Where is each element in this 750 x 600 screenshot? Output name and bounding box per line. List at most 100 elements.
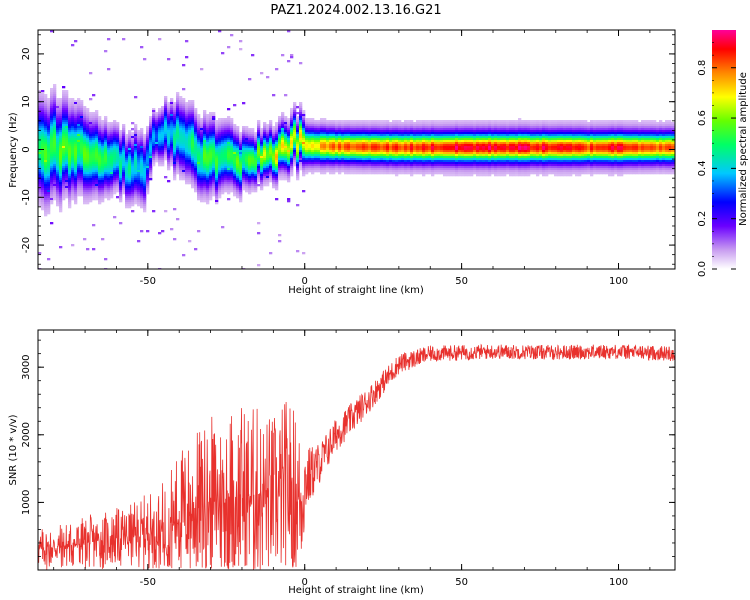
heatmap-cell bbox=[47, 212, 51, 215]
heatmap-cell bbox=[305, 166, 309, 169]
heatmap-cell bbox=[116, 190, 120, 193]
heatmap-cell bbox=[203, 156, 207, 159]
heatmap-cell bbox=[176, 98, 180, 101]
heatmap-cell bbox=[194, 182, 198, 185]
heatmap-cell bbox=[44, 134, 48, 137]
heatmap-cell bbox=[263, 178, 267, 181]
heatmap-cell bbox=[179, 106, 183, 109]
heatmap-cell bbox=[332, 160, 336, 163]
heatmap-cell bbox=[188, 170, 192, 173]
heatmap-cell bbox=[212, 118, 216, 121]
heatmap-cell bbox=[290, 140, 294, 143]
heatmap-cell bbox=[326, 130, 330, 133]
heatmap-cell bbox=[233, 170, 237, 173]
heatmap-cell bbox=[299, 142, 303, 145]
heatmap-cell bbox=[407, 126, 411, 129]
heatmap-cell bbox=[50, 144, 54, 147]
heatmap-cell bbox=[65, 164, 69, 167]
heatmap-cell bbox=[107, 170, 111, 173]
heatmap-cell bbox=[401, 146, 405, 149]
heatmap-cell bbox=[125, 134, 129, 137]
heatmap-cell bbox=[311, 168, 315, 171]
heatmap-cell bbox=[269, 150, 273, 153]
heatmap-cell bbox=[83, 118, 87, 121]
heatmap-cell bbox=[287, 174, 291, 177]
heatmap-cell bbox=[38, 134, 42, 137]
heatmap-cell bbox=[47, 106, 51, 109]
heatmap-cell bbox=[248, 188, 252, 191]
heatmap-cell bbox=[185, 142, 189, 145]
heatmap-cell bbox=[263, 150, 267, 153]
heatmap-cell bbox=[338, 158, 342, 161]
heatmap-cell bbox=[407, 158, 411, 161]
heatmap-cell bbox=[377, 168, 381, 171]
heatmap-cell bbox=[266, 182, 270, 185]
heatmap-cell bbox=[344, 160, 348, 163]
heatmap-cell bbox=[446, 134, 450, 137]
heatmap-cell bbox=[359, 130, 363, 133]
heatmap-cell bbox=[314, 120, 318, 123]
heatmap-cell bbox=[155, 144, 159, 147]
heatmap-cell bbox=[407, 172, 411, 175]
heatmap-cell bbox=[383, 162, 387, 165]
heatmap-cell bbox=[245, 138, 249, 141]
heatmap-cell bbox=[188, 176, 192, 179]
heatmap-cell bbox=[239, 190, 243, 193]
heatmap-cell bbox=[401, 152, 405, 155]
heatmap-cell bbox=[398, 134, 402, 137]
heatmap-cell bbox=[38, 154, 42, 157]
heatmap-cell bbox=[305, 118, 309, 121]
heatmap-cell bbox=[197, 152, 201, 155]
heatmap-cell bbox=[302, 140, 306, 143]
heatmap-cell bbox=[425, 136, 429, 139]
heatmap-cell bbox=[374, 162, 378, 165]
heatmap-cell bbox=[92, 124, 96, 127]
heatmap-cell bbox=[200, 68, 204, 71]
heatmap-cell bbox=[296, 112, 300, 115]
heatmap-cell bbox=[287, 154, 291, 157]
heatmap-cell bbox=[251, 154, 255, 157]
heatmap-cell bbox=[296, 152, 300, 155]
heatmap-cell bbox=[446, 148, 450, 151]
heatmap-cell bbox=[161, 142, 165, 145]
heatmap-cell bbox=[251, 182, 255, 185]
heatmap-cell bbox=[116, 134, 120, 137]
heatmap-cell bbox=[170, 154, 174, 157]
heatmap-cell bbox=[251, 54, 255, 57]
heatmap-cell bbox=[185, 144, 189, 147]
heatmap-cell bbox=[191, 128, 195, 131]
heatmap-cell bbox=[263, 148, 267, 151]
heatmap-cell bbox=[104, 134, 108, 137]
heatmap-cell bbox=[101, 124, 105, 127]
heatmap-cell bbox=[209, 124, 213, 127]
heatmap-cell bbox=[404, 166, 408, 169]
heatmap-cell bbox=[89, 184, 93, 187]
heatmap-cell bbox=[323, 128, 327, 131]
heatmap-cell bbox=[80, 152, 84, 155]
heatmap-cell bbox=[143, 210, 147, 213]
heatmap-cell bbox=[248, 152, 252, 155]
heatmap-cell bbox=[446, 166, 450, 169]
heatmap-cell bbox=[71, 144, 75, 147]
heatmap-cell bbox=[98, 164, 102, 167]
heatmap-cell bbox=[290, 124, 294, 127]
heatmap-cell bbox=[110, 148, 114, 151]
heatmap-cell bbox=[284, 164, 288, 167]
heatmap-cell bbox=[122, 38, 126, 41]
heatmap-cell bbox=[44, 94, 48, 97]
heatmap-cell bbox=[191, 164, 195, 167]
heatmap-cell bbox=[50, 188, 54, 191]
heatmap-cell bbox=[332, 142, 336, 145]
heatmap-cell bbox=[128, 144, 132, 147]
heatmap-cell bbox=[95, 110, 99, 113]
heatmap-cell bbox=[92, 146, 96, 149]
heatmap-cell bbox=[410, 142, 414, 145]
heatmap-cell bbox=[59, 172, 63, 175]
heatmap-cell bbox=[71, 178, 75, 181]
heatmap-cell bbox=[242, 178, 246, 181]
heatmap-cell bbox=[167, 154, 171, 157]
heatmap-cell bbox=[395, 134, 399, 137]
heatmap-cell bbox=[269, 132, 273, 135]
heatmap-cell bbox=[257, 144, 261, 147]
heatmap-cell bbox=[59, 182, 63, 185]
